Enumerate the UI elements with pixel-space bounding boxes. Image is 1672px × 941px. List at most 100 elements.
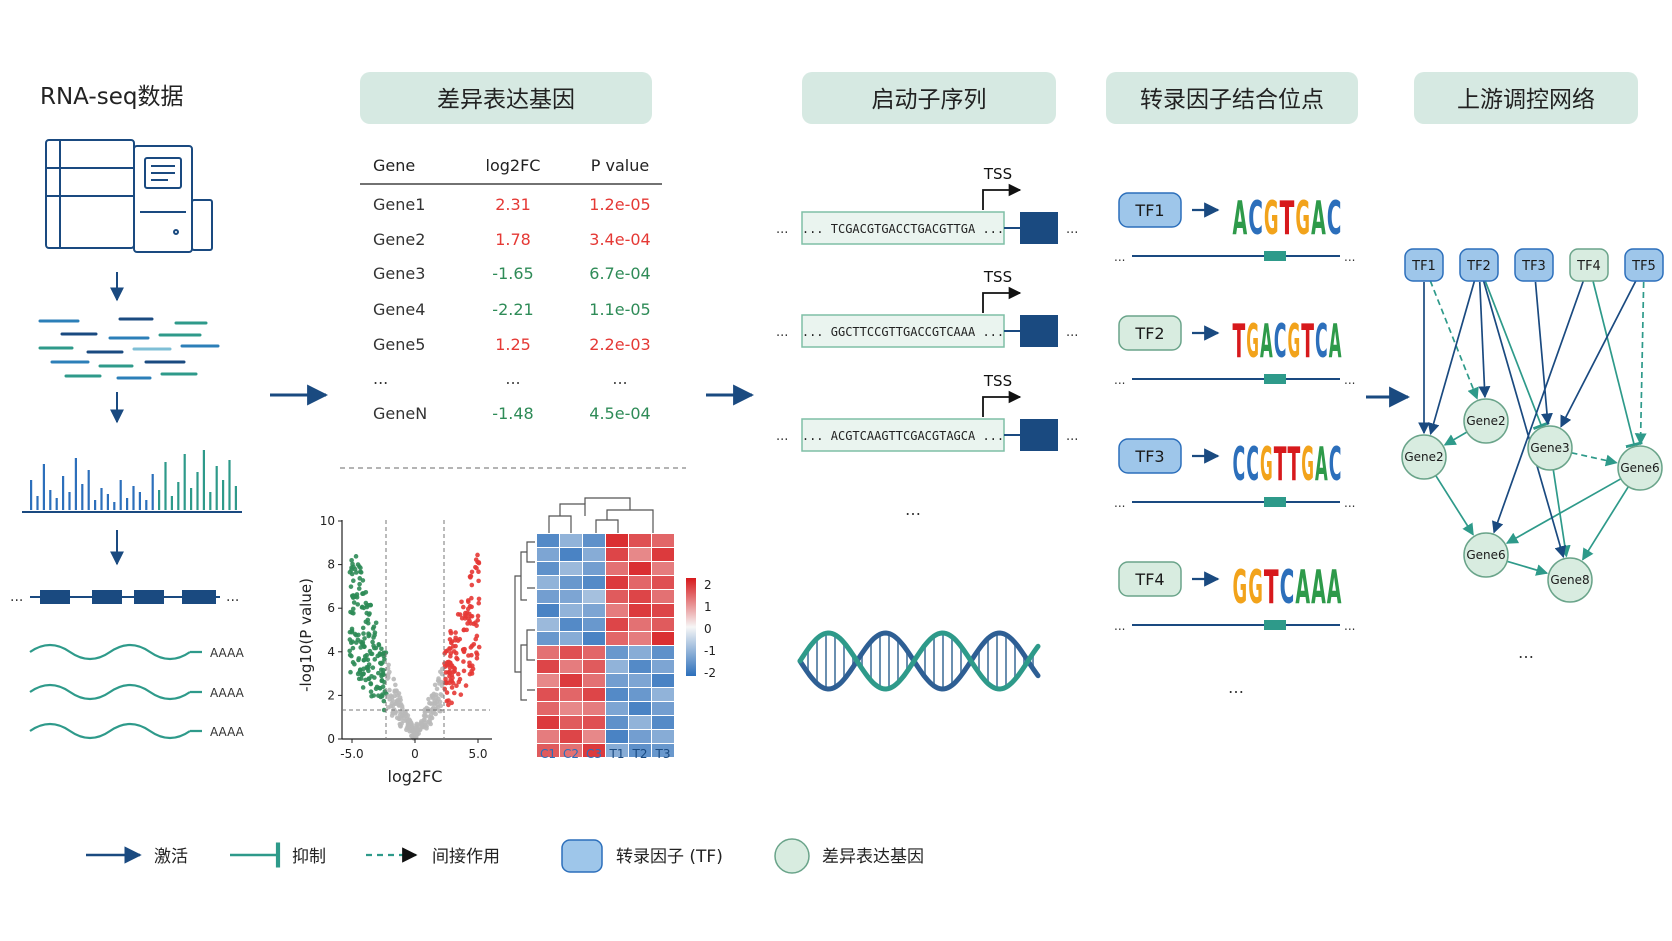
promoter-ellipsis-right: ... [1066, 429, 1078, 444]
tss-arrow [982, 183, 1022, 210]
coverage-bar [68, 492, 71, 510]
volcano-point [363, 657, 368, 662]
volcano-point [476, 600, 482, 606]
volcano-point [355, 671, 361, 677]
binding-site [1264, 251, 1286, 261]
network-tf-node [1569, 248, 1609, 282]
volcano-point [379, 646, 384, 652]
heatmap-scale-label: -1 [704, 644, 716, 658]
stage-header-deg [360, 72, 652, 124]
table-cell-pvalue: 1.1e-05 [589, 300, 650, 319]
heatmap-cell [606, 534, 628, 547]
promoter-more: … [905, 500, 921, 519]
volcano-point [355, 562, 361, 567]
promoter-ellipsis-left: ... [776, 429, 788, 444]
volcano-point [475, 552, 480, 558]
table-cell-pvalue: 2.2e-03 [589, 335, 650, 354]
heatmap-cell [537, 576, 559, 589]
volcano-point [366, 676, 372, 682]
gene-exon-block [1020, 212, 1058, 244]
coverage-bar [170, 496, 173, 510]
heatmap-cell [606, 702, 628, 715]
logo-letter: G [1246, 314, 1259, 368]
volcano-point [451, 649, 457, 654]
coverage-bar [113, 502, 116, 510]
volcano-point [409, 733, 414, 739]
tf-badge [1118, 561, 1182, 597]
volcano-point [366, 612, 372, 617]
volcano-point [455, 656, 460, 662]
heatmap-cell [583, 660, 605, 673]
sequencer-icon [45, 139, 213, 253]
volcano-point [474, 623, 479, 628]
heatmap-cell [583, 534, 605, 547]
coverage-bar [151, 474, 154, 510]
coverage-bar [49, 490, 52, 510]
heatmap-cell [652, 562, 674, 575]
volcano-point [463, 610, 468, 616]
volcano-point [469, 613, 475, 619]
promoter-sequence: ... GGCTTCCGTTGACCGTCAAA ... [802, 325, 1004, 339]
heatmap-cell [560, 744, 582, 757]
volcano-point [469, 643, 475, 649]
table-cell-log2fc: -1.65 [492, 264, 533, 283]
volcano-point [446, 659, 452, 665]
volcano-point [394, 688, 399, 694]
volcano-point [349, 610, 355, 616]
promoter-ellipsis-right: ... [1066, 325, 1078, 340]
volcano-point [430, 706, 435, 712]
heatmap-cell [560, 716, 582, 729]
volcano-ytick: 0 [327, 732, 335, 746]
volcano-point [390, 710, 396, 716]
heatmap-cell [537, 730, 559, 743]
volcano-point [440, 666, 445, 672]
volcano-point [444, 690, 450, 695]
legend-gene-symbol [774, 838, 810, 874]
heatmap-cell [652, 660, 674, 673]
volcano-point [436, 676, 441, 681]
volcano-point [372, 657, 378, 662]
heatmap-cell [629, 730, 651, 743]
tss-label: TSS [983, 372, 1012, 390]
volcano-point [469, 569, 475, 575]
coverage-bar [55, 498, 58, 510]
volcano-point [380, 684, 386, 690]
volcano-point [358, 565, 363, 571]
heatmap-cell [629, 548, 651, 561]
site-ellipsis-left: ... [1114, 619, 1125, 633]
network-gene-label: Gene2 [1466, 414, 1505, 428]
promoter-sequence-box [801, 211, 1005, 245]
logo-letter: T [1264, 560, 1279, 614]
volcano-point [469, 671, 475, 676]
volcano-point [351, 578, 356, 583]
volcano-point [373, 686, 379, 692]
heatmap-cell [606, 562, 628, 575]
volcano-point [438, 692, 444, 697]
network-gene-label: Gene6 [1620, 461, 1659, 475]
volcano-point [372, 675, 377, 680]
volcano-point [443, 670, 449, 675]
network-gene-node [1527, 425, 1573, 471]
volcano-point [361, 666, 366, 672]
heatmap-cell [583, 688, 605, 701]
logo-letter: A [1315, 437, 1328, 491]
heatmap-cell [560, 618, 582, 631]
heatmap-cell [629, 632, 651, 645]
inhibition-edge [1592, 281, 1643, 449]
volcano-point [448, 630, 454, 636]
volcano-point [351, 564, 356, 570]
inhibition-edge [1484, 280, 1550, 431]
table-cell-log2fc: 1.25 [495, 335, 531, 354]
logo-letter: T [1301, 314, 1314, 368]
logo-letter: C [1329, 437, 1342, 491]
heatmap-cell [560, 576, 582, 589]
volcano-point [415, 727, 420, 732]
logo-letter: T [1280, 191, 1295, 245]
volcano-point [366, 631, 371, 636]
volcano-point [476, 560, 482, 565]
volcano-point [432, 682, 438, 688]
table-cell-log2fc: ... [505, 369, 520, 388]
heatmap-cell [652, 744, 674, 757]
